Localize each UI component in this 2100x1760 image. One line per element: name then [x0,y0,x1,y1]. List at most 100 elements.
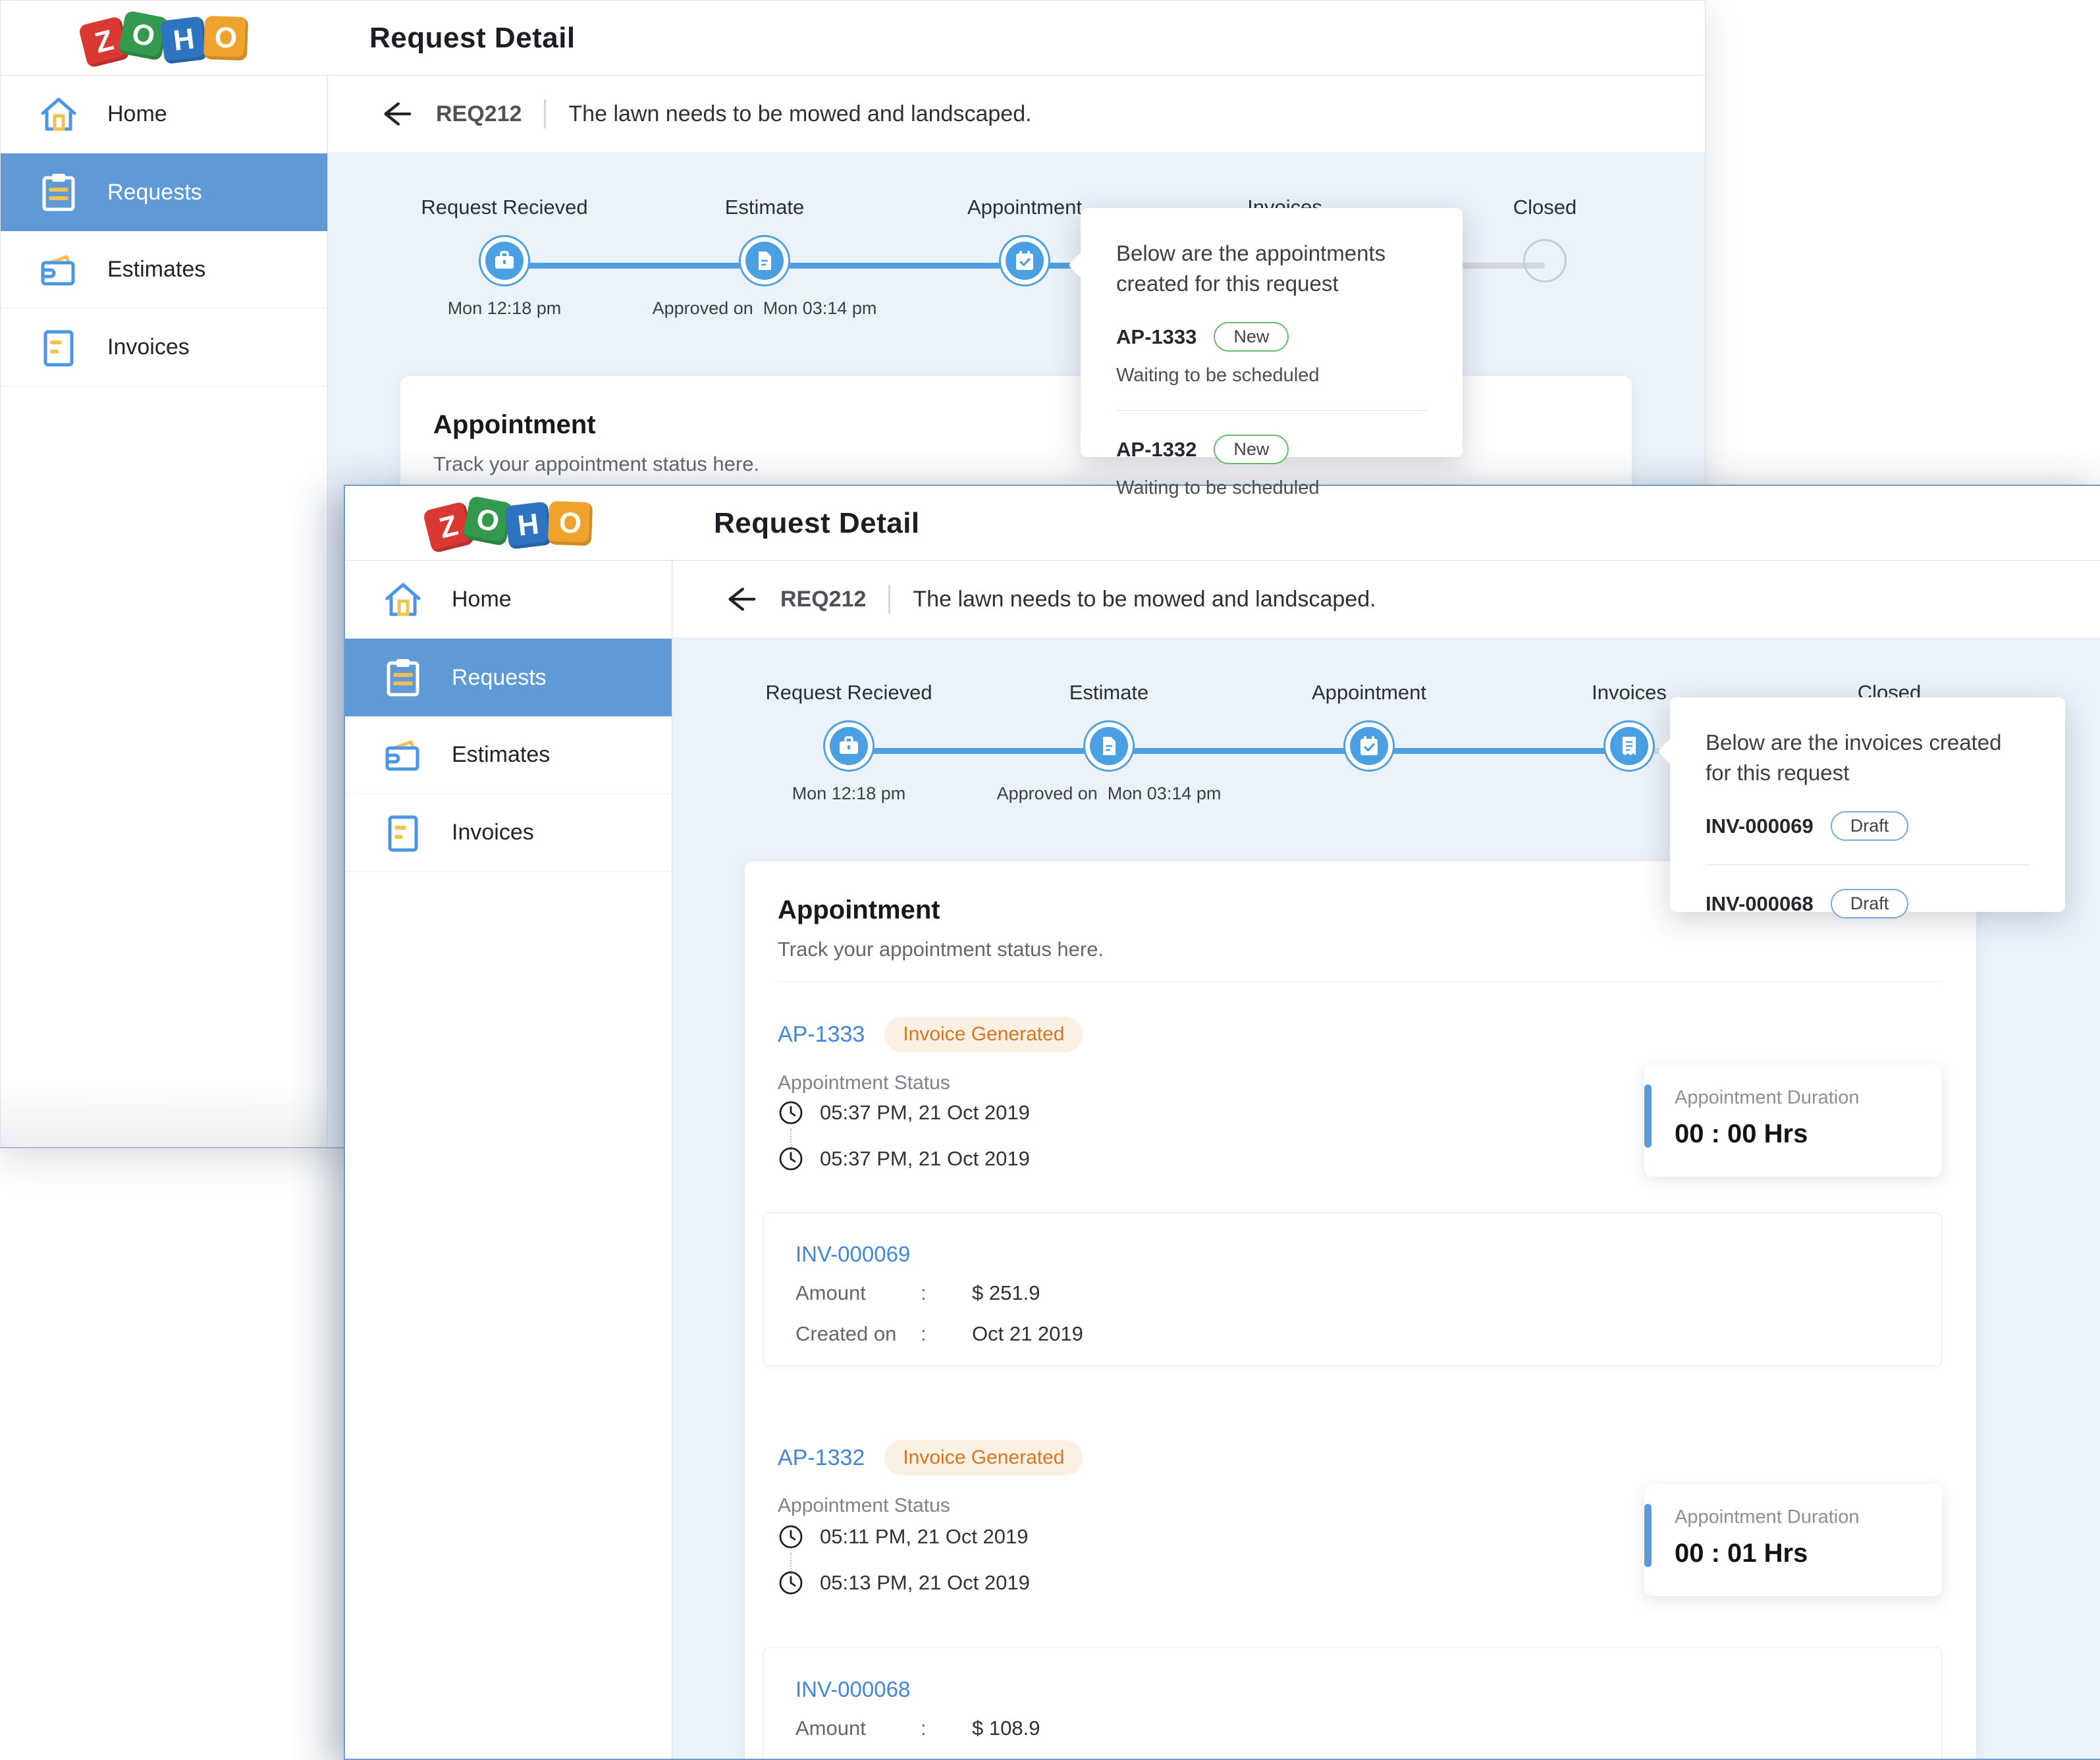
step-label: Request Recieved [765,681,932,704]
step-timestamp: Mon 12:18 pm [447,298,562,318]
request-summary: The lawn needs to be mowed and landscape… [568,101,1032,126]
back-button[interactable] [724,585,758,614]
amount-value: $ 108.9 [972,1717,1040,1740]
front-content: Request Recieved Mon 12:18 pm Estimate A… [672,637,2100,1759]
section-title: Appointment [778,895,940,924]
zoho-logo: Z O H O [1,1,328,76]
sidebar-item-requests[interactable]: Requests [345,639,672,716]
stepper-line-done [849,748,1629,754]
step-label: Estimate [724,196,805,219]
sidebar-item-estimates[interactable]: Estimates [345,716,672,794]
status-badge: New [1214,322,1289,352]
step-request-received: Request Recieved Mon 12:18 pm [379,196,630,319]
home-icon [382,579,424,621]
request-id: REQ212 [436,101,522,126]
back-subheader: REQ212 The lawn needs to be mowed and la… [328,76,1705,152]
appointment-end-time: 05:37 PM, 21 Oct 2019 [778,1146,1030,1172]
sidebar-item-requests[interactable]: Requests [1,153,327,231]
invoice-card: INV-000069 Amount : $ 251.9 Created on :… [763,1212,1942,1366]
invoice-link[interactable]: INV-000069 [795,1242,911,1266]
zoho-logo: Z O H O [345,486,672,561]
front-subheader: REQ212 The lawn needs to be mowed and la… [672,561,2100,637]
step-circle[interactable] [1523,239,1567,282]
clipboard-icon [382,656,424,699]
amount-label: Amount [795,1717,866,1740]
wallet-icon [38,249,80,291]
sidebar-item-invoices[interactable]: Invoices [1,309,327,387]
step-appointment: Appointment [1244,681,1494,772]
status-badge: Draft [1830,889,1909,919]
sidebar-item-label: Estimates [107,257,206,282]
back-arrow-icon [379,99,412,128]
section-subtitle: Track your appointment status here. [433,452,760,475]
step-label: Appointment [1311,681,1427,704]
timeline-connector [790,1129,792,1160]
briefcase-icon [494,251,515,270]
step-circle[interactable] [823,720,875,772]
step-circle[interactable] [1343,720,1395,772]
step-closed: Closed [1420,196,1670,282]
duration-value: 00 : 01 Hrs [1675,1539,1808,1568]
step-label: Estimate [1069,681,1149,704]
step-appointment: Appointment [900,196,1150,286]
invoice-link[interactable]: INV-000068 [1706,892,1814,915]
appointment-link[interactable]: AP-1333 [1116,325,1197,348]
calendar-check-icon [1015,250,1035,271]
invoice-card: INV-000068 Amount : $ 108.9 Created on :… [763,1647,1942,1759]
home-icon [38,93,80,136]
appointment-link[interactable]: AP-1332 [778,1445,865,1470]
zoho-logo-blocks: Z O H O [421,495,593,554]
sidebar-item-estimates[interactable]: Estimates [1,231,327,309]
step-circle[interactable] [999,235,1050,286]
sidebar-item-invoices[interactable]: Invoices [345,794,672,872]
colon: : [921,1717,927,1740]
appointment-link[interactable]: AP-1332 [1116,437,1197,461]
step-circle[interactable] [1083,720,1135,772]
back-button[interactable] [379,99,414,128]
request-id: REQ212 [780,586,867,612]
step-circle[interactable] [479,235,530,286]
step-label: Invoices [1592,681,1667,704]
invoice-generated-badge: Invoice Generated [884,1017,1083,1052]
step-circle[interactable] [739,235,790,286]
sidebar-item-home[interactable]: Home [345,561,672,639]
invoice-link[interactable]: INV-000069 [1706,814,1814,838]
status-badge: New [1214,435,1289,465]
appointment-note: Waiting to be scheduled [1116,365,1320,387]
timestamp: 05:11 PM, 21 Oct 2019 [820,1525,1029,1548]
accent-bar [1644,1504,1652,1567]
invoice-generated-badge: Invoice Generated [884,1440,1083,1476]
invoice-icon [38,327,80,369]
appointment-link[interactable]: AP-1333 [778,1021,865,1047]
sidebar-item-label: Invoices [107,334,190,360]
colon: : [921,1755,972,1759]
briefcase-icon [838,736,859,755]
step-label: Appointment [967,196,1083,219]
invoice-link[interactable]: INV-000068 [795,1677,911,1701]
popup-title: Below are the appointments created for t… [1116,241,1386,296]
back-topbar: Z O H O Request Detail [1,1,1705,76]
back-arrow-icon [724,585,757,614]
receipt-icon [1621,735,1637,757]
invoices-popup: Below are the invoices created for this … [1657,697,2065,919]
page-title: Request Detail [369,22,576,54]
timestamp: 05:13 PM, 21 Oct 2019 [820,1571,1030,1594]
created-value: Oct 21 2019 [972,1755,1083,1759]
appointment-header-row: AP-1333 Invoice Generated [778,1017,1083,1052]
sidebar-item-label: Requests [452,664,547,690]
step-label: Request Recieved [421,196,588,219]
sidebar-item-home[interactable]: Home [1,76,327,153]
appointment-end-time: 05:13 PM, 21 Oct 2019 [778,1570,1030,1596]
clipboard-icon [38,171,80,213]
logo-letter: O [547,500,593,547]
invoice-created-row: Created on : Oct 21 2019 [795,1320,1910,1348]
step-circle[interactable] [1603,720,1655,772]
appointment-duration-card: Appointment Duration 00 : 00 Hrs [1644,1065,1942,1177]
amount-label: Amount [795,1281,866,1304]
sidebar-item-label: Requests [107,179,202,205]
popup-title: Below are the invoices created for this … [1706,730,2002,785]
appointment-header-row: AP-1332 Invoice Generated [778,1440,1083,1476]
logo-letter: H [159,16,208,65]
separator [888,585,891,614]
colon: : [921,1322,927,1345]
